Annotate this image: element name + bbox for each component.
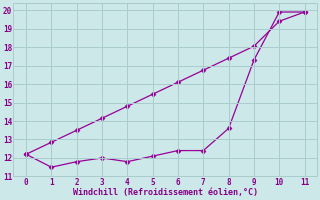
- X-axis label: Windchill (Refroidissement éolien,°C): Windchill (Refroidissement éolien,°C): [73, 188, 258, 197]
